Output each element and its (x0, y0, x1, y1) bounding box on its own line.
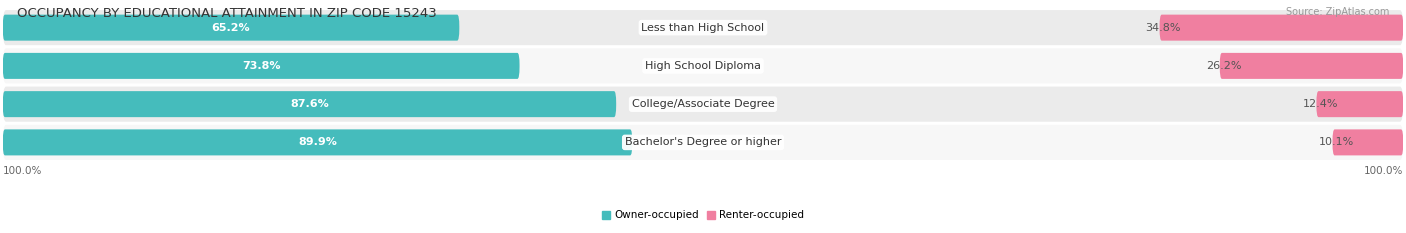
Text: 100.0%: 100.0% (1364, 166, 1403, 176)
FancyBboxPatch shape (1333, 129, 1403, 155)
Legend: Owner-occupied, Renter-occupied: Owner-occupied, Renter-occupied (598, 206, 808, 225)
FancyBboxPatch shape (3, 125, 1403, 160)
Text: 12.4%: 12.4% (1302, 99, 1339, 109)
FancyBboxPatch shape (1316, 91, 1403, 117)
Text: 87.6%: 87.6% (290, 99, 329, 109)
FancyBboxPatch shape (3, 87, 1403, 122)
Text: College/Associate Degree: College/Associate Degree (631, 99, 775, 109)
Text: 100.0%: 100.0% (3, 166, 42, 176)
Text: 26.2%: 26.2% (1206, 61, 1241, 71)
FancyBboxPatch shape (1220, 53, 1403, 79)
FancyBboxPatch shape (3, 91, 616, 117)
FancyBboxPatch shape (3, 129, 633, 155)
FancyBboxPatch shape (3, 10, 1403, 45)
Text: 73.8%: 73.8% (242, 61, 280, 71)
Text: Less than High School: Less than High School (641, 23, 765, 33)
FancyBboxPatch shape (1160, 15, 1403, 41)
Text: High School Diploma: High School Diploma (645, 61, 761, 71)
Text: 89.9%: 89.9% (298, 137, 337, 147)
FancyBboxPatch shape (3, 48, 1403, 83)
Text: OCCUPANCY BY EDUCATIONAL ATTAINMENT IN ZIP CODE 15243: OCCUPANCY BY EDUCATIONAL ATTAINMENT IN Z… (17, 7, 437, 20)
Text: 10.1%: 10.1% (1319, 137, 1354, 147)
Text: Source: ZipAtlas.com: Source: ZipAtlas.com (1285, 7, 1389, 17)
Text: 65.2%: 65.2% (212, 23, 250, 33)
FancyBboxPatch shape (3, 15, 460, 41)
FancyBboxPatch shape (3, 53, 520, 79)
Text: 34.8%: 34.8% (1146, 23, 1181, 33)
Text: Bachelor's Degree or higher: Bachelor's Degree or higher (624, 137, 782, 147)
